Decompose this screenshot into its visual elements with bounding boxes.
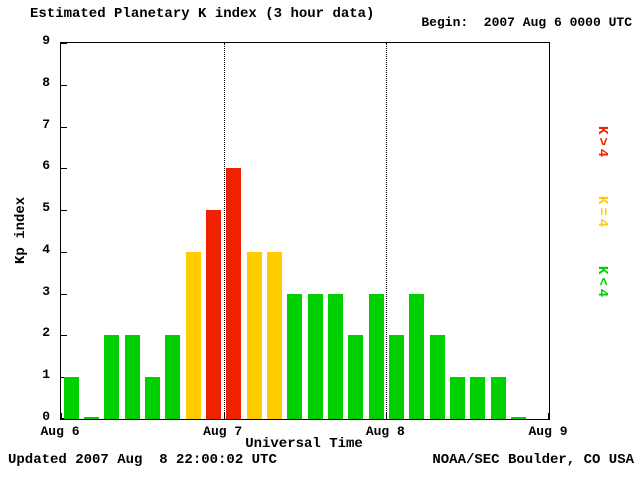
y-tick-label: 5 [42, 200, 50, 216]
x-tick-label: Aug 8 [365, 424, 405, 439]
y-tick-label: 3 [42, 283, 50, 299]
day-boundary-gridline [386, 43, 388, 419]
y-tick-mark [61, 293, 67, 295]
legend-label-red: K>4 [594, 126, 610, 161]
y-tick-label: 7 [42, 116, 50, 132]
x-tick-mark [61, 413, 62, 419]
x-tick-label: Aug 9 [528, 424, 568, 439]
credit-label: NOAA/SEC Boulder, CO USA [432, 452, 634, 468]
x-tick-mark [548, 413, 549, 419]
kp-bar [511, 417, 526, 419]
kp-bar [124, 335, 140, 419]
begin-timestamp-label: Begin: 2007 Aug 6 0000 UTC [421, 15, 632, 30]
kp-bar [267, 251, 282, 419]
kp-bar [490, 377, 506, 419]
y-tick-mark [61, 84, 67, 86]
kp-bar [429, 335, 445, 419]
y-tick-mark [61, 43, 67, 44]
kp-bar [226, 168, 242, 419]
kp-bar [145, 377, 160, 419]
kp-bar [368, 293, 384, 419]
x-tick-label: Aug 7 [203, 424, 243, 439]
kp-bar [165, 335, 181, 419]
kp-bar [185, 251, 201, 419]
kp-bar [328, 293, 343, 419]
kp-bar [470, 377, 486, 419]
kp-bar [84, 417, 99, 419]
kp-bar [104, 335, 120, 419]
y-tick-label: 0 [42, 409, 50, 424]
kp-bar [246, 251, 262, 419]
x-axis-title: Universal Time [245, 436, 363, 452]
y-tick-label: 8 [42, 74, 50, 90]
y-tick-mark [61, 335, 67, 337]
y-tick-label: 2 [42, 325, 50, 341]
y-tick-label: 4 [42, 241, 50, 257]
x-tick-label: Aug 6 [40, 424, 80, 439]
kp-bar [63, 377, 79, 419]
kp-bar [307, 293, 323, 419]
kp-bar [450, 377, 465, 419]
plot-area [60, 42, 550, 420]
kp-bar [287, 293, 303, 419]
kp-bar [389, 335, 404, 419]
y-tick-label: 1 [42, 367, 50, 383]
legend-label-yellow: K=4 [594, 196, 610, 231]
kp-bar [206, 210, 221, 419]
kp-bar [409, 293, 425, 419]
y-tick-mark [61, 126, 67, 128]
y-tick-label: 6 [42, 158, 50, 174]
legend-label-green: K<4 [594, 266, 610, 301]
kp-bar [348, 335, 364, 419]
day-boundary-gridline [223, 43, 225, 419]
y-tick-label: 9 [42, 33, 50, 48]
updated-timestamp: Updated 2007 Aug 8 22:00:02 UTC [8, 452, 277, 468]
chart-title: Estimated Planetary K index (3 hour data… [30, 6, 375, 22]
y-tick-mark [61, 251, 67, 253]
y-tick-mark [61, 168, 67, 170]
y-tick-mark [61, 210, 67, 212]
